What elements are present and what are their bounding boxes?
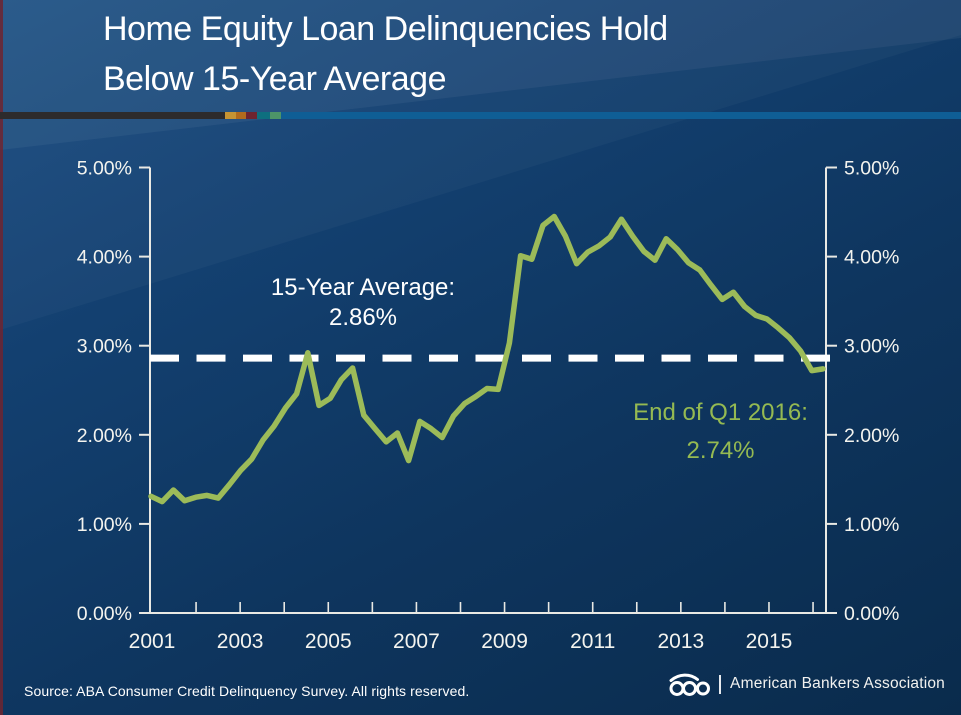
end-label: End of Q1 2016: xyxy=(633,399,808,426)
accent-segment-charcoal xyxy=(0,112,225,119)
average-line-annotation: 15-Year Average: 2.86% xyxy=(243,273,483,333)
logo-text: American Bankers Association xyxy=(730,675,945,692)
tick-label: 5.00% xyxy=(77,158,132,180)
slide-title: Home Equity Loan Delinquencies Hold Belo… xyxy=(103,4,923,104)
accent-segment-blue xyxy=(281,112,961,119)
tick-label: 2005 xyxy=(305,630,352,653)
accent-segment-gold xyxy=(225,112,236,119)
accent-strip xyxy=(0,112,961,119)
aba-script-monogram-icon xyxy=(669,673,711,696)
tick-label: 2013 xyxy=(657,630,704,653)
aba-logo: American Bankers Association xyxy=(668,671,945,697)
accent-segment-orange xyxy=(236,112,246,119)
tick-label: 2001 xyxy=(129,630,176,653)
tick-label: 4.00% xyxy=(844,247,899,269)
tick-label: 2.00% xyxy=(844,425,899,447)
title-line-2: Below 15-Year Average xyxy=(103,60,446,98)
accent-segment-green xyxy=(270,112,281,119)
tick-label: 3.00% xyxy=(844,336,899,358)
average-label: 15-Year Average: xyxy=(270,274,456,301)
tick-label: 3.00% xyxy=(77,336,132,358)
accent-segment-teal xyxy=(257,112,270,119)
end-value: 2.74% xyxy=(686,437,755,464)
tick-label: 0.00% xyxy=(844,603,899,625)
tick-label: 4.00% xyxy=(77,247,132,269)
tick-label: 2009 xyxy=(481,630,528,653)
delinquency-rate-line xyxy=(148,213,826,505)
tick-label: 2011 xyxy=(570,630,615,653)
accent-segment-maroon xyxy=(246,112,257,119)
tick-label: 2007 xyxy=(393,630,440,653)
tick-label: 2003 xyxy=(217,630,264,653)
average-value: 2.86% xyxy=(328,304,398,331)
left-edge-stripe xyxy=(0,0,3,715)
tick-label: 2.00% xyxy=(77,425,132,447)
tick-label: 1.00% xyxy=(844,514,899,536)
end-of-q1-annotation: End of Q1 2016: 2.74% xyxy=(598,394,843,470)
tick-label: 1.00% xyxy=(77,514,132,536)
tick-label: 0.00% xyxy=(77,603,132,625)
tick-label: 5.00% xyxy=(844,158,899,180)
source-attribution: Source: ABA Consumer Credit Delinquency … xyxy=(24,683,470,699)
title-line-1: Home Equity Loan Delinquencies Hold xyxy=(103,10,668,48)
logo-divider xyxy=(719,674,722,694)
tick-label: 2015 xyxy=(746,630,793,653)
